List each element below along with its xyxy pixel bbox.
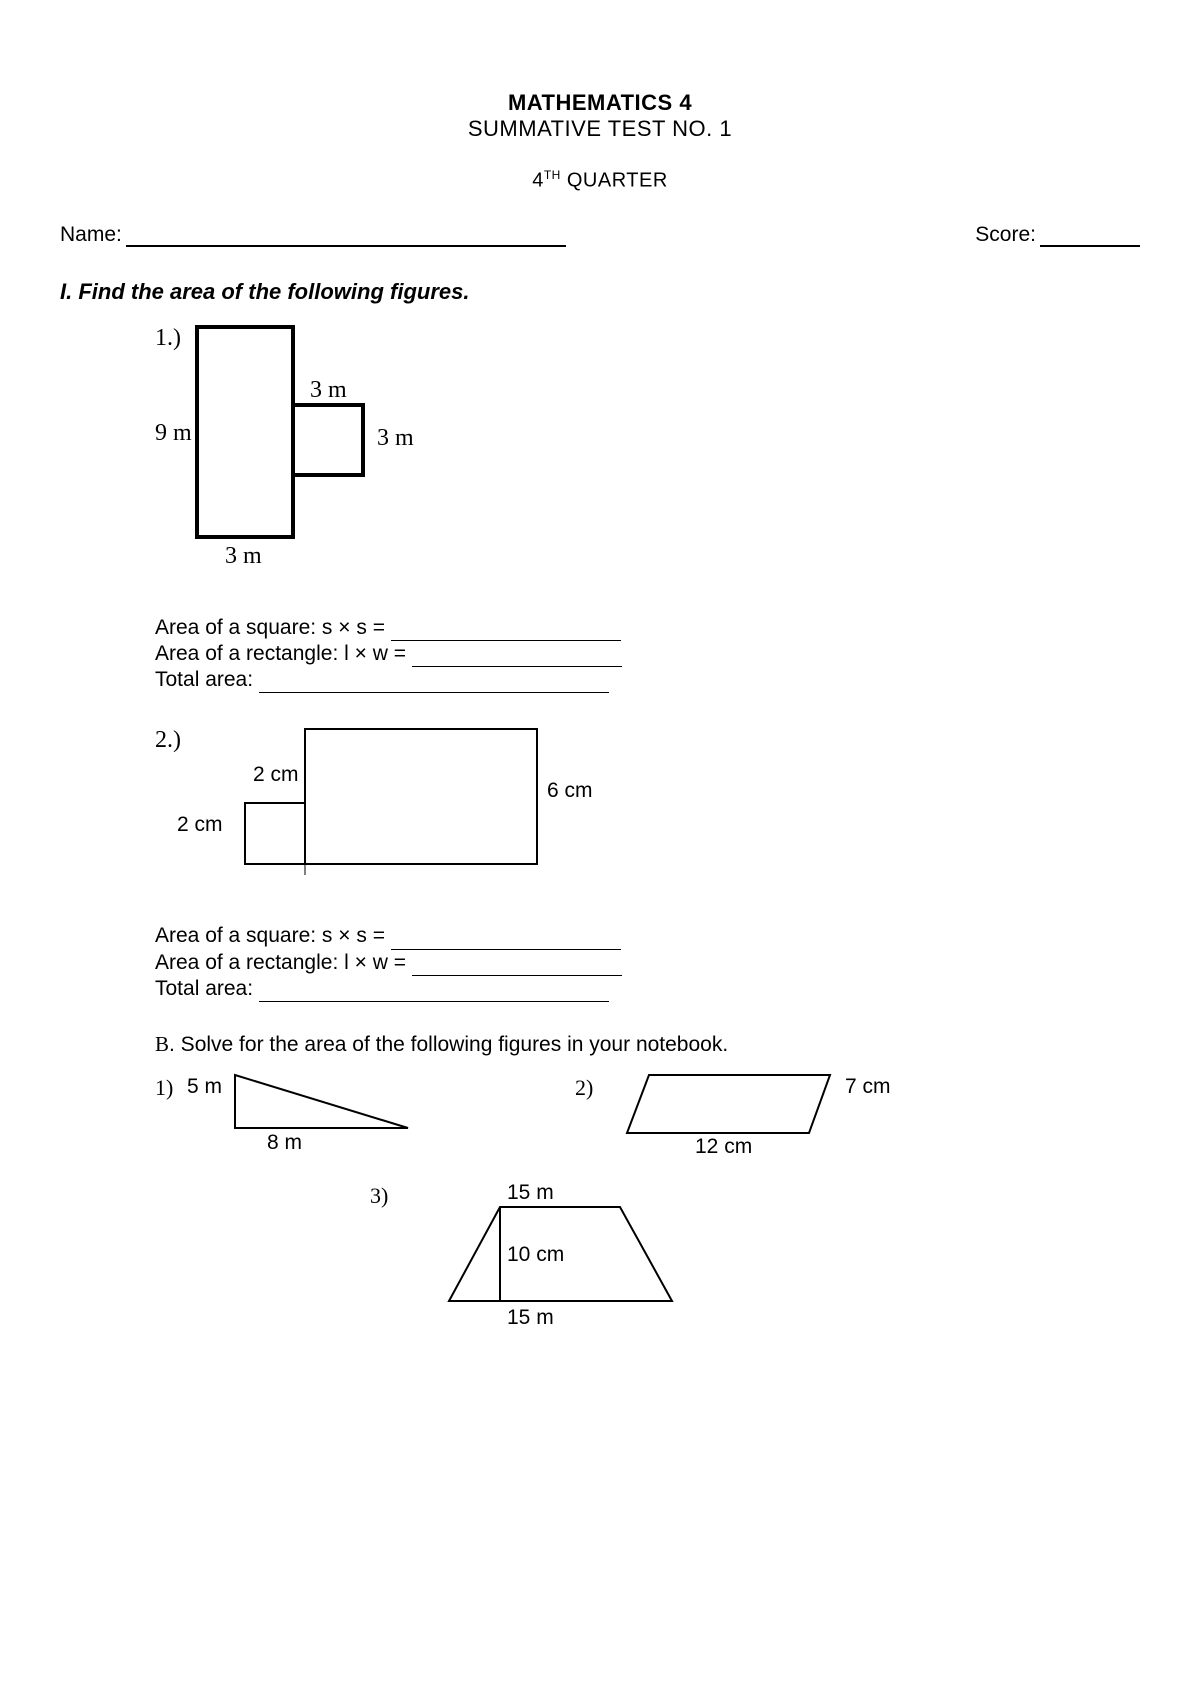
sectionB-rest: . Solve for the area of the following fi… xyxy=(169,1033,728,1056)
problems-container: 1.) 9 m 3 m 3 m 3 m Area of a square: s … xyxy=(155,325,1140,1394)
fig1-bottom-label: 3 m xyxy=(225,543,262,570)
ans2-sq-label: Area of a square: s × s = xyxy=(155,924,391,947)
fig2-right-label: 6 cm xyxy=(547,779,593,803)
subtitle: SUMMATIVE TEST NO. 1 xyxy=(60,116,1140,142)
name-field: Name: xyxy=(60,223,566,247)
section1-title: I. Find the area of the following figure… xyxy=(60,279,1140,305)
b3-height: 10 cm xyxy=(507,1243,564,1267)
b2-height: 7 cm xyxy=(845,1075,891,1099)
partB-figures: 1) 5 m 8 m 2) 7 cm 12 cm 3) 15 m 10 cm 1… xyxy=(155,1073,1140,1393)
b1-height: 5 m xyxy=(187,1075,222,1099)
quarter-num: 4 xyxy=(532,170,544,192)
ans1-rect-label: Area of a rectangle: l × w = xyxy=(155,642,412,665)
figure-2-svg xyxy=(225,723,555,903)
fig2-top-label: 2 cm xyxy=(253,763,299,787)
answers-2: Area of a square: s × s = Area of a rect… xyxy=(155,923,1140,1002)
b3-trapezoid xyxy=(445,1203,695,1313)
b3-bottom: 15 m xyxy=(507,1306,554,1330)
ans2-rect-label: Area of a rectangle: l × w = xyxy=(155,951,412,974)
title: MATHEMATICS 4 xyxy=(60,90,1140,116)
ans2-total-blank[interactable] xyxy=(259,983,609,1002)
name-score-row: Name: Score: xyxy=(60,223,1140,247)
ans2-sq-blank[interactable] xyxy=(391,931,621,950)
page: MATHEMATICS 4 SUMMATIVE TEST NO. 1 4TH Q… xyxy=(0,0,1200,1433)
answers-1: Area of a square: s × s = Area of a rect… xyxy=(155,615,1140,694)
fig2-left-label: 2 cm xyxy=(177,813,223,837)
fig1-side-label: 3 m xyxy=(377,425,414,452)
score-label: Score: xyxy=(975,223,1036,246)
fig1-left-label: 9 m xyxy=(155,420,192,447)
quarter-suffix: QUARTER xyxy=(561,170,668,192)
ans1-sq-label: Area of a square: s × s = xyxy=(155,616,391,639)
score-field: Score: xyxy=(975,223,1140,247)
problem-number: 1.) xyxy=(155,325,181,352)
b1-number: 1) xyxy=(155,1075,173,1101)
quarter-super: TH xyxy=(544,168,561,182)
figure-1: 1.) 9 m 3 m 3 m 3 m xyxy=(155,325,655,595)
ans2-rect-blank[interactable] xyxy=(412,957,622,976)
name-label: Name: xyxy=(60,223,122,246)
name-blank[interactable] xyxy=(126,245,566,247)
b3-number: 3) xyxy=(370,1183,388,1209)
ans1-total-blank[interactable] xyxy=(259,674,609,693)
ans1-total-label: Total area: xyxy=(155,668,259,691)
problem-number: 2.) xyxy=(155,727,181,754)
b1-triangle xyxy=(233,1073,423,1143)
score-blank[interactable] xyxy=(1040,245,1140,247)
figure-2: 2.) 2 cm 2 cm 6 cm xyxy=(155,723,715,903)
fig1-top-label: 3 m xyxy=(310,377,347,404)
b1-base: 8 m xyxy=(267,1131,302,1155)
sectionB-letter: B xyxy=(155,1032,169,1056)
b2-number: 2) xyxy=(575,1075,593,1101)
document-header: MATHEMATICS 4 SUMMATIVE TEST NO. 1 4TH Q… xyxy=(60,90,1140,193)
b2-base: 12 cm xyxy=(695,1135,752,1159)
quarter: 4TH QUARTER xyxy=(60,168,1140,193)
ans2-total-label: Total area: xyxy=(155,977,259,1000)
sectionB-title: B. Solve for the area of the following f… xyxy=(155,1032,1140,1057)
ans1-rect-blank[interactable] xyxy=(412,648,622,667)
ans1-sq-blank[interactable] xyxy=(391,622,621,641)
b3-top: 15 m xyxy=(507,1181,554,1205)
